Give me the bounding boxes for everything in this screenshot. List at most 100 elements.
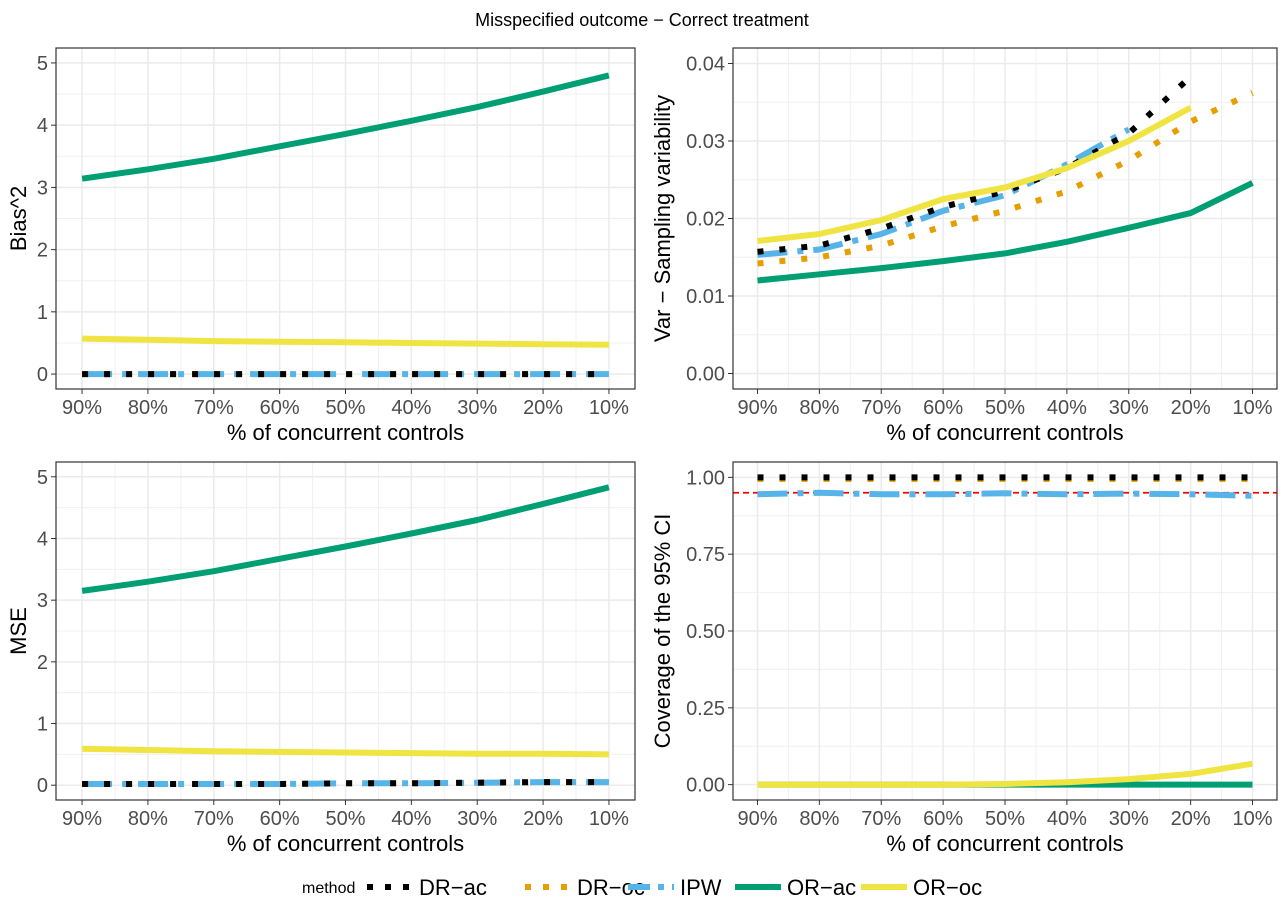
y-tick-label: 2 bbox=[37, 652, 48, 674]
x-tick-label: 10% bbox=[1233, 397, 1273, 419]
figure-title: Misspecified outcome − Correct treatment bbox=[475, 10, 809, 30]
legend-item: OR−ac bbox=[735, 875, 856, 900]
x-tick-label: 90% bbox=[737, 808, 777, 830]
x-tick-label: 20% bbox=[523, 397, 563, 419]
x-tick-label: 90% bbox=[62, 397, 102, 419]
x-tick-label: 10% bbox=[589, 397, 629, 419]
x-tick-label: 30% bbox=[1109, 808, 1149, 830]
x-tick-label: 20% bbox=[1171, 808, 1211, 830]
x-tick-label: 90% bbox=[62, 808, 102, 830]
y-tick-label: 1.00 bbox=[686, 467, 725, 489]
x-tick-label: 10% bbox=[589, 808, 629, 830]
y-tick-label: 0.50 bbox=[686, 621, 725, 643]
panel-border bbox=[732, 461, 1278, 801]
y-tick-label: 1 bbox=[37, 302, 48, 324]
y-tick-label: 0.03 bbox=[686, 131, 725, 153]
x-tick-label: 30% bbox=[1109, 397, 1149, 419]
legend-label: OR−oc bbox=[913, 875, 982, 900]
series-line-or-ac bbox=[757, 180, 1254, 284]
x-tick-label: 80% bbox=[128, 397, 168, 419]
grid bbox=[733, 48, 1277, 389]
series-line-ipw bbox=[757, 126, 1131, 258]
y-tick-label: 0.04 bbox=[686, 54, 725, 76]
x-tick-label: 70% bbox=[194, 808, 234, 830]
y-tick-label: 1 bbox=[37, 714, 48, 736]
x-tick-label: 70% bbox=[194, 397, 234, 419]
legend: method DR−ac DR−oc IPW OR−ac OR−oc bbox=[302, 875, 982, 900]
y-tick-label: 4 bbox=[37, 528, 48, 550]
x-tick-label: 60% bbox=[260, 397, 300, 419]
x-tick-label: 70% bbox=[861, 397, 901, 419]
panel-border bbox=[55, 47, 636, 390]
x-tick-label: 30% bbox=[457, 397, 497, 419]
x-tick-label: 80% bbox=[799, 808, 839, 830]
x-tick-label: 60% bbox=[923, 397, 963, 419]
x-tick-label: 30% bbox=[457, 808, 497, 830]
x-tick-label: 70% bbox=[861, 808, 901, 830]
series-line-or-ac bbox=[81, 72, 610, 182]
y-tick-label: 5 bbox=[37, 467, 48, 489]
x-tick-label: 40% bbox=[391, 808, 431, 830]
x-tick-label: 40% bbox=[1047, 808, 1087, 830]
panel-4: 0.00 0.25 0.50 0.75 1.00 90% 80% 70% 60% 50% 40% 30… bbox=[650, 461, 1278, 856]
x-tick-label: 80% bbox=[799, 397, 839, 419]
x-axis-title: % of concurrent controls bbox=[227, 420, 464, 445]
panel-2: 0.00 0.01 0.02 0.03 0.04 90% 80% 70% 60% 50% 40% 30… bbox=[650, 47, 1278, 445]
y-axis-title: Bias^2 bbox=[6, 186, 31, 251]
x-tick-label: 20% bbox=[523, 808, 563, 830]
x-tick-label: 10% bbox=[1233, 808, 1273, 830]
legend-title: method bbox=[302, 880, 355, 897]
series-line-or-oc bbox=[82, 745, 609, 758]
panel-1: 0 1 2 3 4 5 90% 80% 70% 60% 50% 40% 30% 20% 10% % of co… bbox=[6, 47, 636, 445]
x-tick-label: 50% bbox=[325, 808, 365, 830]
series-line-or-oc bbox=[757, 105, 1193, 244]
x-tick-label: 60% bbox=[923, 808, 963, 830]
y-tick-label: 0.25 bbox=[686, 698, 725, 720]
y-axis-title: Var − Sampling variability bbox=[650, 95, 675, 342]
grid bbox=[56, 48, 635, 389]
x-tick-label: 80% bbox=[128, 808, 168, 830]
legend-item: DR−ac bbox=[367, 875, 487, 900]
x-axis-title: % of concurrent controls bbox=[886, 420, 1123, 445]
panel-3: 0 1 2 3 4 5 90% 80% 70% 60% 50% 40% 30% 20% 10% % of co… bbox=[6, 461, 636, 856]
y-tick-label: 0 bbox=[37, 775, 48, 797]
panels: 0 1 2 3 4 5 90% 80% 70% 60% 50% 40% 30% 20% 10% % of co… bbox=[6, 47, 1278, 856]
x-tick-label: 60% bbox=[260, 808, 300, 830]
y-tick-label: 0.00 bbox=[686, 364, 725, 386]
legend-item: DR−oc bbox=[525, 875, 645, 900]
y-tick-label: 3 bbox=[37, 590, 48, 612]
y-tick-label: 5 bbox=[37, 53, 48, 75]
legend-label: OR−ac bbox=[787, 875, 856, 900]
x-tick-label: 20% bbox=[1171, 397, 1211, 419]
y-tick-label: 4 bbox=[37, 115, 48, 137]
x-tick-label: 50% bbox=[325, 397, 365, 419]
x-axis-title: % of concurrent controls bbox=[227, 831, 464, 856]
y-axis-title: MSE bbox=[6, 607, 31, 655]
legend-label: IPW bbox=[680, 875, 722, 900]
x-tick-label: 40% bbox=[391, 397, 431, 419]
series-line-or-oc bbox=[757, 760, 1253, 788]
series-line-or-oc bbox=[82, 335, 609, 348]
y-tick-label: 3 bbox=[37, 177, 48, 199]
x-tick-label: 50% bbox=[985, 808, 1025, 830]
x-tick-label: 90% bbox=[737, 397, 777, 419]
panel-border bbox=[732, 47, 1278, 390]
x-tick-label: 50% bbox=[985, 397, 1025, 419]
legend-item: OR−oc bbox=[861, 875, 982, 900]
y-tick-label: 0.02 bbox=[686, 209, 725, 231]
y-tick-label: 0 bbox=[37, 364, 48, 386]
series-line-ipw bbox=[757, 489, 1253, 499]
x-tick-label: 40% bbox=[1047, 397, 1087, 419]
y-tick-label: 0.00 bbox=[686, 775, 725, 797]
y-axis-title: Coverage of the 95% CI bbox=[650, 514, 675, 749]
x-axis-title: % of concurrent controls bbox=[886, 831, 1123, 856]
legend-label: DR−ac bbox=[419, 875, 487, 900]
y-tick-label: 2 bbox=[37, 240, 48, 262]
series-line-or-ac bbox=[81, 484, 610, 594]
legend-item: IPW bbox=[628, 875, 722, 900]
series-line-dr-ac bbox=[757, 74, 1193, 255]
y-tick-label: 0.01 bbox=[686, 286, 725, 308]
y-tick-label: 0.75 bbox=[686, 544, 725, 566]
panel-border bbox=[55, 461, 636, 801]
